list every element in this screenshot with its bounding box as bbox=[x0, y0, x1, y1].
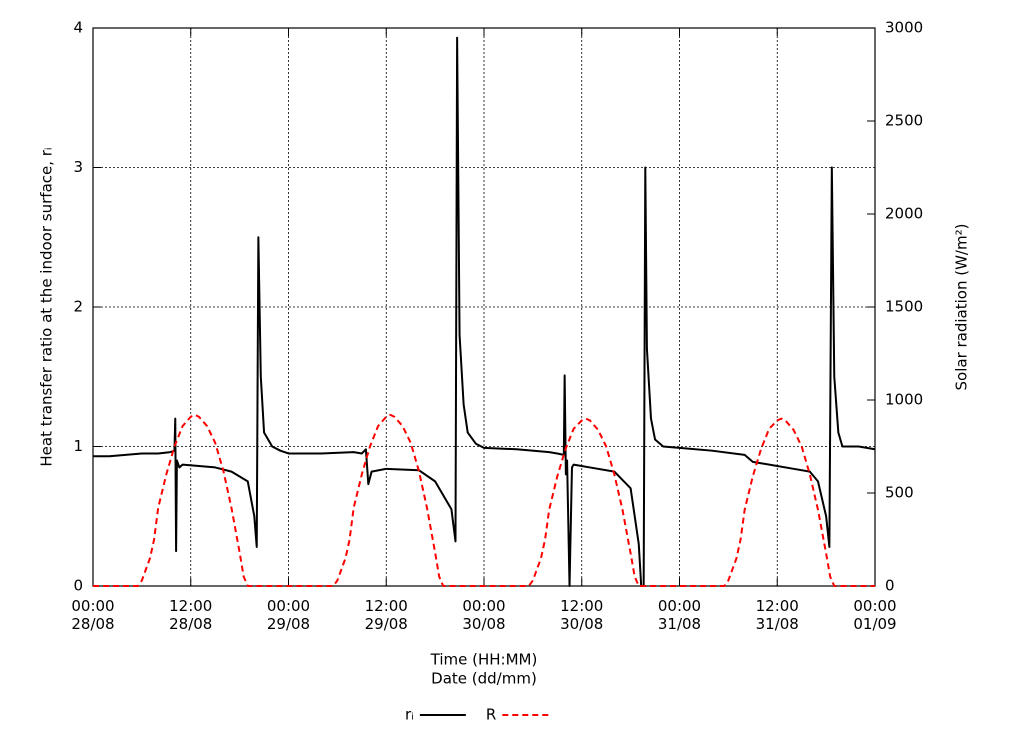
x-tick-label: 00:00 01/09 bbox=[853, 597, 896, 633]
y-tick-label: 4 bbox=[73, 19, 83, 37]
x-tick-label: 00:00 31/08 bbox=[658, 597, 701, 633]
y2-tick-label: 3000 bbox=[885, 19, 923, 37]
x-tick-label: 00:00 28/08 bbox=[71, 597, 114, 633]
y2-tick-label: 2000 bbox=[885, 205, 923, 223]
y2-tick-label: 0 bbox=[885, 577, 895, 595]
legend-label: R bbox=[486, 706, 496, 724]
x-tick-label: 12:00 31/08 bbox=[756, 597, 799, 633]
y-tick-label: 3 bbox=[73, 158, 83, 176]
y-tick-label: 1 bbox=[73, 437, 83, 455]
y-tick-label: 0 bbox=[73, 577, 83, 595]
y2-tick-label: 1000 bbox=[885, 391, 923, 409]
x-tick-label: 00:00 30/08 bbox=[462, 597, 505, 633]
x-tick-label: 12:00 28/08 bbox=[169, 597, 212, 633]
series-line bbox=[93, 413, 875, 587]
legend-label: rᵢ bbox=[405, 706, 414, 724]
y2-tick-label: 2500 bbox=[885, 112, 923, 130]
y2-axis-title: Solar radiation (W/m²) bbox=[953, 224, 971, 391]
series-line bbox=[93, 36, 876, 587]
x-axis-subtitle: Date (dd/mm) bbox=[431, 670, 537, 688]
x-tick-label: 12:00 29/08 bbox=[365, 597, 408, 633]
x-axis-title: Time (HH:MM) bbox=[430, 651, 538, 669]
y-axis-title: Heat transfer ratio at the indoor surfac… bbox=[38, 147, 56, 466]
y2-tick-label: 1500 bbox=[885, 298, 923, 316]
x-tick-label: 12:00 30/08 bbox=[560, 597, 603, 633]
y-tick-label: 2 bbox=[73, 298, 83, 316]
y2-tick-label: 500 bbox=[885, 484, 914, 502]
x-tick-label: 00:00 29/08 bbox=[267, 597, 310, 633]
